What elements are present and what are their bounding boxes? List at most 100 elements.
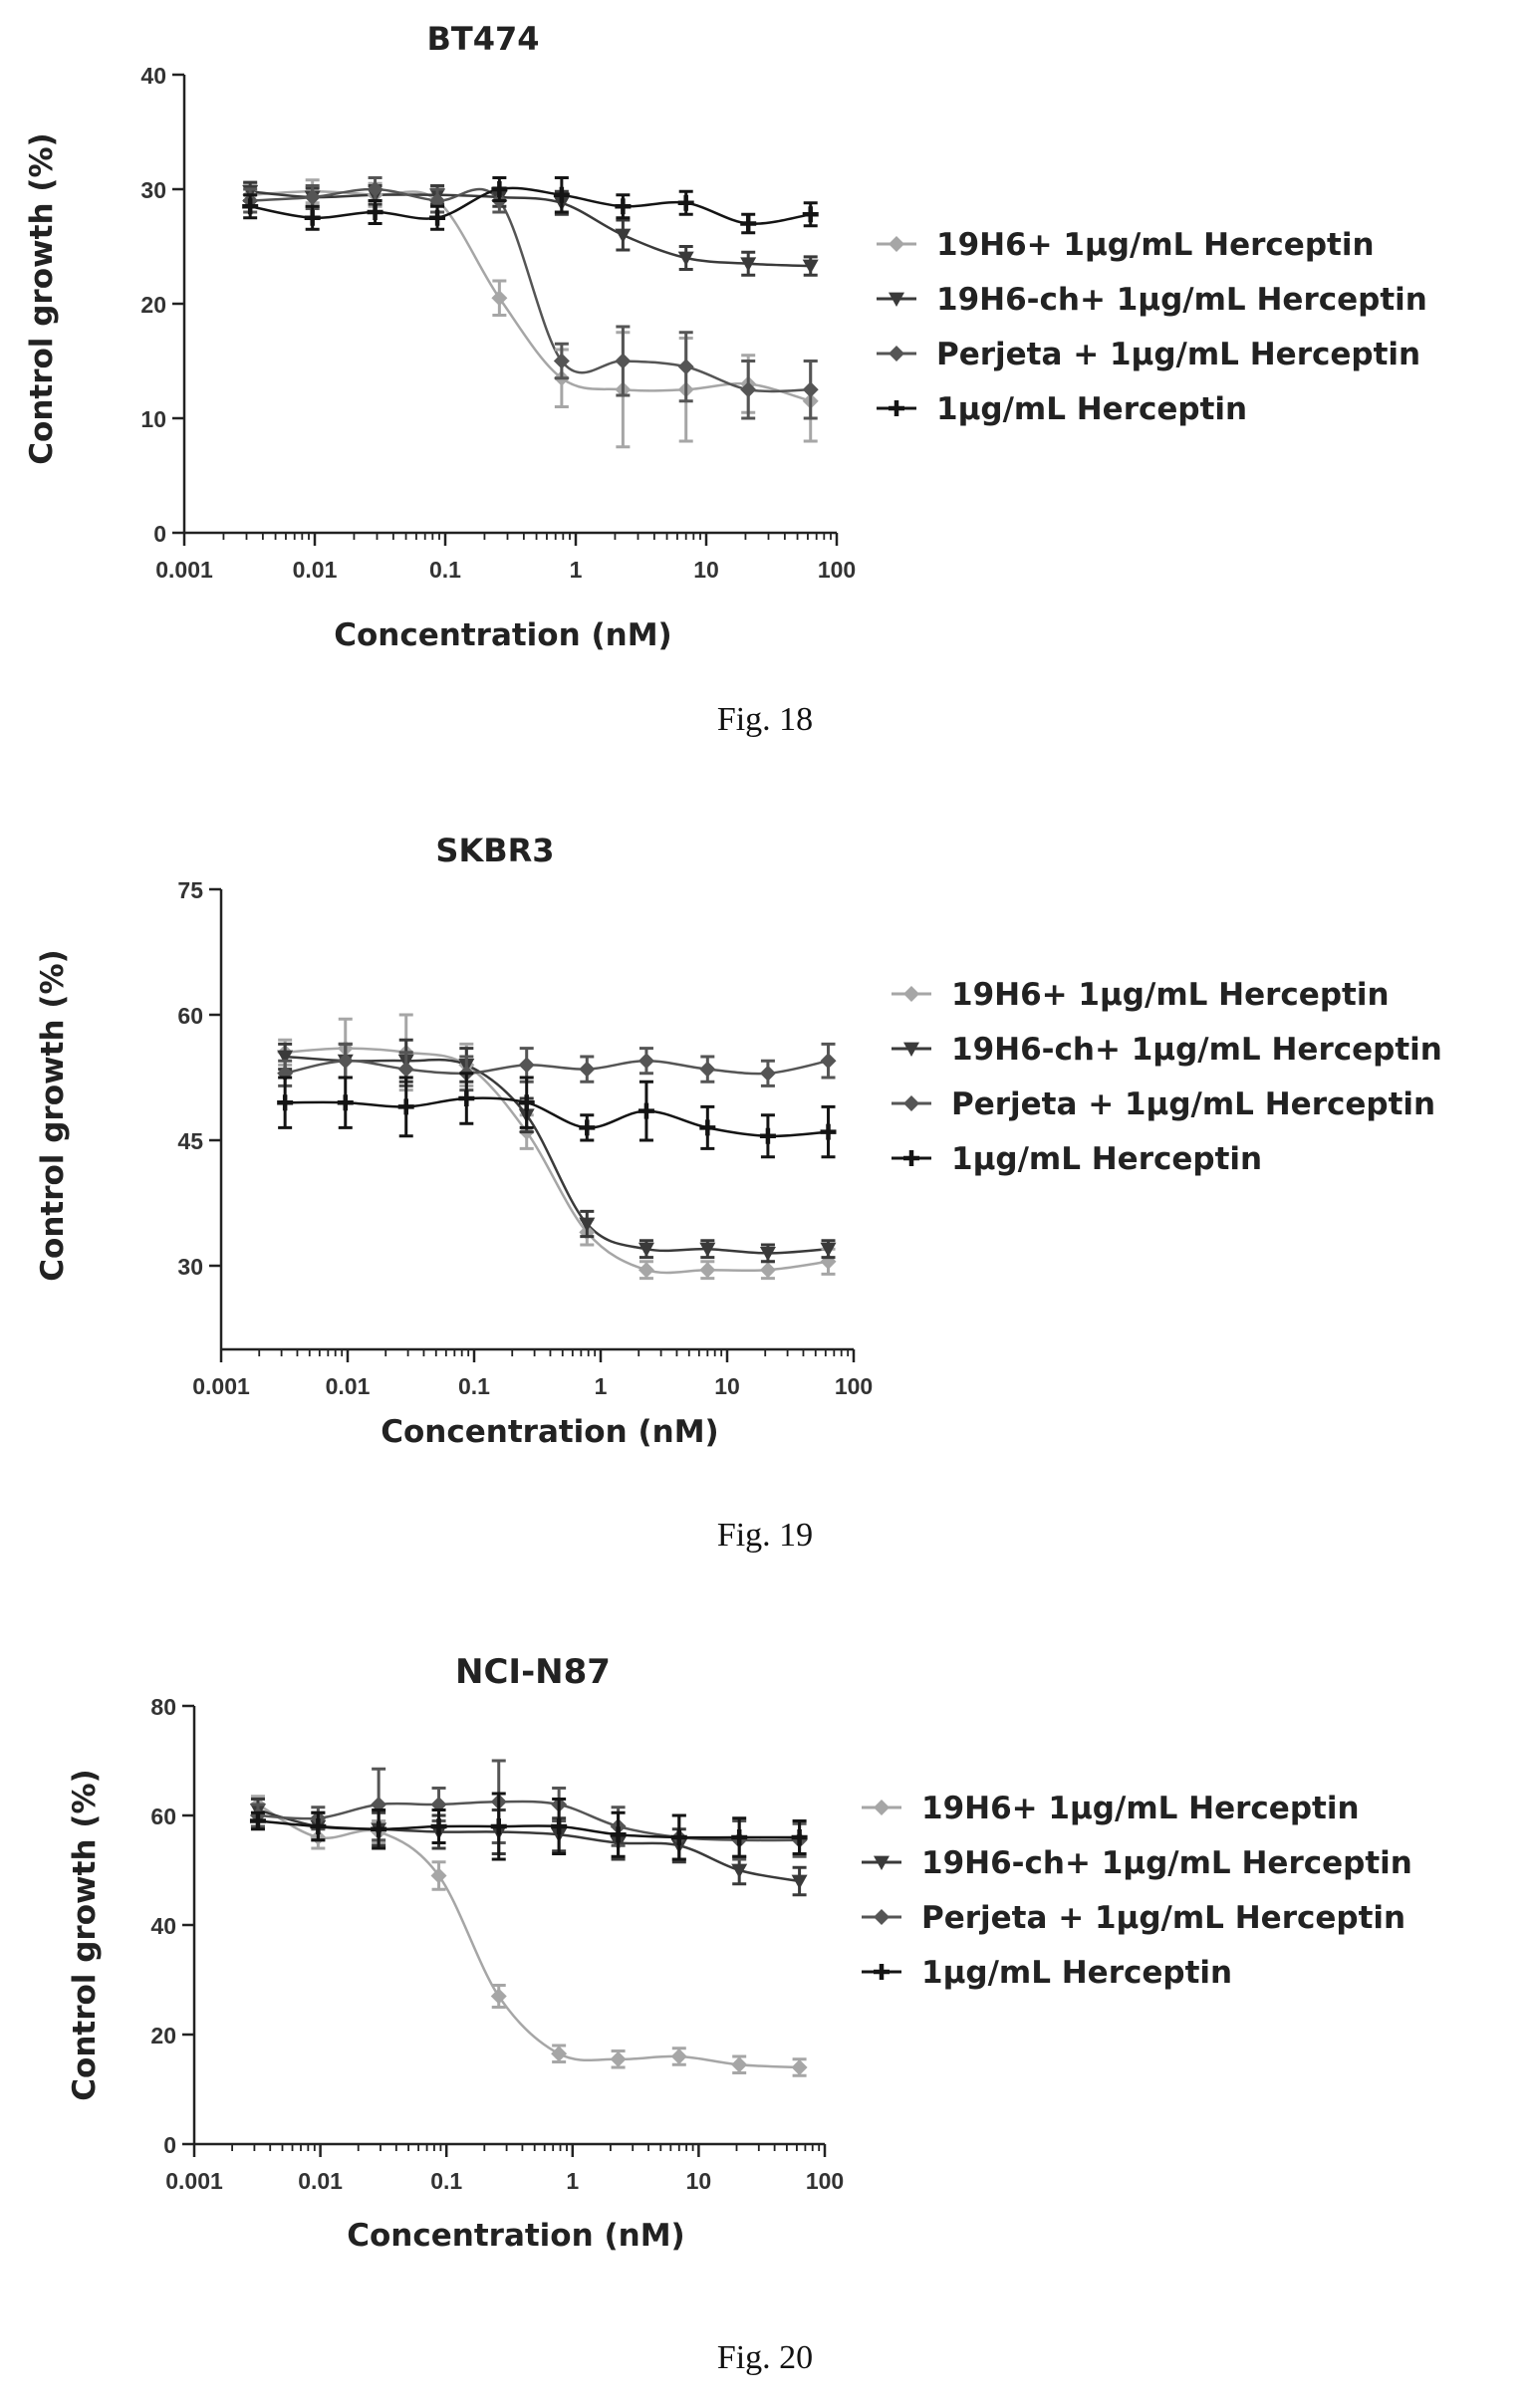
data-point-series-3 (677, 359, 694, 375)
data-point-series-3 (518, 1057, 535, 1074)
data-point-series-1 (731, 2056, 748, 2073)
data-point-series-2 (791, 1874, 808, 1889)
data-point-legend-4 (903, 1150, 919, 1166)
data-point-series-3 (553, 353, 570, 369)
data-point-series-3 (397, 1061, 414, 1078)
x-tick-label: 0.1 (458, 1373, 490, 1399)
data-point-series-2 (759, 1247, 776, 1262)
y-tick-label: 45 (177, 1128, 203, 1154)
x-tick-label: 0.1 (429, 557, 461, 583)
data-point-series-4 (820, 1123, 837, 1140)
fit-curve-series-3 (250, 187, 811, 393)
fit-curve-series-1 (250, 190, 812, 402)
x-tick-label: 100 (818, 557, 856, 583)
axes (209, 887, 856, 1362)
y-axis-title: Control growth (%) (67, 1769, 103, 2100)
data-point-series-1 (430, 1867, 447, 1884)
data-point-series-4 (677, 194, 694, 211)
data-point-series-2 (615, 228, 632, 243)
y-tick-label: 10 (140, 406, 166, 432)
x-tick-label: 100 (806, 2168, 844, 2194)
data-point-series-3 (304, 189, 321, 206)
legend: 19H6+ 1µg/mL Herceptin 19H6-ch+ 1µg/mL He… (862, 1791, 1412, 1991)
y-tick-label: 40 (140, 63, 166, 89)
figure-caption: Fig. 18 (717, 701, 813, 738)
data-point-series-3 (429, 192, 446, 209)
x-tick-label: 0.01 (326, 1373, 371, 1399)
data-point-series-4 (249, 1812, 266, 1829)
fit-curve-series-4 (285, 1096, 829, 1138)
legend-label: 19H6-ch+ 1µg/mL Herceptin (951, 1032, 1442, 1068)
x-tick-label: 0.001 (165, 2168, 223, 2194)
legend-label: 19H6-ch+ 1µg/mL Herceptin (936, 282, 1427, 318)
x-tick-label: 0.1 (430, 2168, 462, 2194)
y-tick-label: 30 (177, 1254, 203, 1280)
data-point-series-1 (491, 290, 508, 307)
figure-caption: Fig. 19 (717, 1517, 813, 1554)
data-point-series-4 (242, 198, 259, 215)
legend-label: 19H6+ 1µg/mL Herceptin (936, 227, 1375, 263)
data-point-legend-3 (874, 1909, 890, 1925)
data-point-legend-2 (889, 292, 904, 307)
tick-labels: 0 20 40 60 80 0.001 0.01 0.1 1 10 100 (150, 1694, 844, 2194)
chart-title: NCI-N87 (455, 1652, 611, 1692)
data-point-series-3 (699, 1061, 716, 1078)
data-point-series-4 (490, 1818, 507, 1834)
data-point-series-2 (638, 1242, 654, 1258)
fit-curve-series-2 (250, 190, 811, 268)
data-point-series-4 (699, 1119, 716, 1136)
data-point-series-4 (491, 181, 508, 197)
data-point-series-4 (430, 1818, 447, 1834)
x-axis-title: Concentration (nM) (347, 2218, 684, 2254)
data-point-series-4 (277, 1094, 294, 1111)
y-axis-title: Control growth (%) (24, 132, 60, 464)
data-point-series-4 (553, 186, 570, 203)
legend: 19H6+ 1µg/mL Herceptin 19H6-ch+ 1µg/mL He… (877, 227, 1427, 427)
fit-curve-series-4 (249, 186, 811, 225)
data-point-series-4 (397, 1098, 414, 1115)
legend-label: Perjeta + 1µg/mL Herceptin (936, 337, 1420, 372)
x-axis-title: Concentration (nM) (334, 617, 671, 653)
x-tick-label: 10 (714, 1373, 740, 1399)
data-point-series-4 (759, 1127, 776, 1144)
legend-label: 1µg/mL Herceptin (936, 391, 1247, 427)
data-point-series-4 (458, 1090, 475, 1106)
chart-title: BT474 (426, 20, 539, 58)
legend-label: 19H6+ 1µg/mL Herceptin (921, 1791, 1360, 1826)
legend-label: 1µg/mL Herceptin (951, 1141, 1262, 1177)
data-point-series-4 (518, 1094, 535, 1111)
legend-label: Perjeta + 1µg/mL Herceptin (951, 1086, 1435, 1122)
data-point-series-3 (638, 1053, 654, 1070)
data-point-series-4 (579, 1119, 596, 1136)
fit-curves (249, 186, 812, 402)
data-point-series-3 (579, 1061, 596, 1078)
data-point-legend-1 (874, 1800, 890, 1815)
data-point-series-4 (337, 1094, 354, 1111)
y-tick-label: 20 (140, 292, 166, 318)
chart-bt474: BT474 0 10 20 30 40 0.001 0.01 0.1 1 10 100 Concen… (24, 20, 1427, 738)
data-point-series-3 (740, 381, 757, 398)
data-point-legend-2 (903, 1042, 919, 1057)
data-point-legend-4 (889, 400, 904, 416)
y-tick-label: 40 (150, 1913, 176, 1939)
data-point-legend-4 (874, 1964, 890, 1980)
y-tick-label: 0 (153, 521, 166, 547)
data-point-legend-1 (889, 236, 904, 252)
data-point-series-4 (670, 1829, 687, 1845)
x-tick-label: 0.01 (298, 2168, 343, 2194)
tick-labels: 0 10 20 30 40 0.001 0.01 0.1 1 10 100 (140, 63, 856, 583)
x-tick-label: 10 (693, 557, 719, 583)
data-point-series-3 (367, 181, 383, 197)
fit-curve-series-3 (284, 1059, 829, 1076)
data-point-series-1 (699, 1262, 716, 1279)
data-point-series-2 (731, 1863, 748, 1878)
x-tick-label: 100 (835, 1373, 873, 1399)
axes (182, 1704, 827, 2157)
x-tick-label: 10 (686, 2168, 712, 2194)
fit-curve-series-2 (257, 1808, 800, 1883)
legend-label: 19H6-ch+ 1µg/mL Herceptin (921, 1845, 1412, 1881)
legend: 19H6+ 1µg/mL Herceptin 19H6-ch+ 1µg/mL He… (892, 977, 1442, 1177)
y-tick-label: 80 (150, 1694, 176, 1720)
axes (172, 73, 839, 546)
